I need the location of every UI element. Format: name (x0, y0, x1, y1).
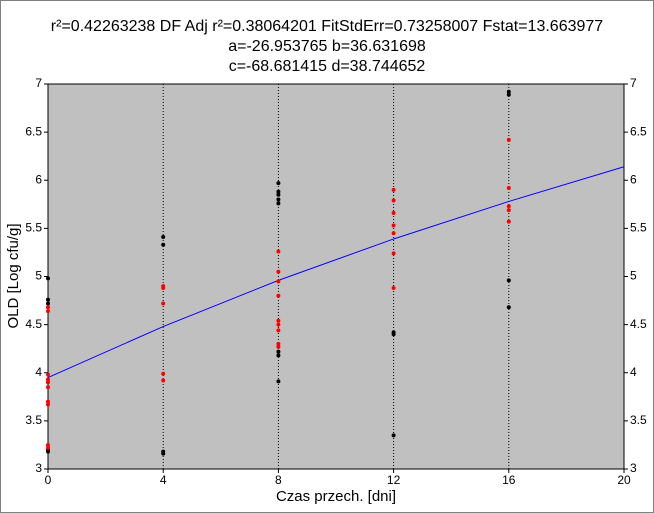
x-tick-label: 4 (160, 473, 167, 487)
point (276, 269, 281, 274)
x-axis-label: Czas przech. [dni] (276, 488, 396, 505)
plot-area (47, 83, 625, 470)
point (391, 231, 396, 236)
x-tick-label: 16 (502, 473, 516, 487)
y-tick-label: 4 (35, 365, 42, 379)
x-tick-label: 12 (387, 473, 401, 487)
y-tick-label: 3.5 (25, 413, 42, 427)
y-tick-label: 5 (35, 269, 42, 283)
point (276, 353, 281, 358)
point (276, 279, 281, 284)
point (506, 208, 511, 213)
point (276, 328, 281, 333)
point (161, 301, 166, 306)
point (46, 380, 50, 385)
title-line: r²=0.42263238 DF Adj r²=0.38064201 FitSt… (51, 18, 603, 35)
point (46, 445, 50, 450)
point (506, 305, 511, 310)
point (46, 449, 50, 454)
point (391, 198, 396, 203)
point (46, 301, 50, 306)
point (391, 433, 396, 438)
y-tick-label: 5.5 (25, 221, 42, 235)
point (276, 379, 281, 384)
y2-tick-label: 7 (630, 76, 637, 90)
point (161, 371, 166, 376)
y-tick-label: 4.5 (25, 317, 42, 331)
point (276, 181, 281, 186)
y2-tick-label: 3.5 (630, 413, 647, 427)
point (46, 276, 50, 281)
point (46, 399, 50, 404)
point (506, 219, 511, 224)
point (46, 385, 50, 390)
point (46, 297, 50, 302)
point (46, 402, 50, 407)
x-tick-label: 20 (617, 473, 631, 487)
y2-tick-label: 3 (630, 461, 637, 475)
point (506, 89, 511, 94)
x-tick-label: 8 (275, 473, 282, 487)
point (506, 92, 511, 97)
point (506, 278, 511, 283)
y-tick-label: 6.5 (25, 124, 42, 138)
fit-line (47, 166, 625, 379)
title-line: a=-26.953765 b=36.631698 (228, 38, 426, 55)
point (276, 318, 281, 323)
point (276, 341, 281, 346)
y-tick-label: 7 (35, 76, 42, 90)
point (46, 377, 50, 382)
point (46, 309, 50, 314)
point (276, 249, 281, 254)
y-tick-label: 3 (35, 461, 42, 475)
point (276, 349, 281, 354)
point (276, 192, 281, 197)
point (276, 293, 281, 298)
point (161, 378, 166, 383)
point (506, 137, 511, 142)
y2-tick-label: 6.5 (630, 124, 647, 138)
point (391, 210, 396, 215)
title-line: c=-68.681415 d=38.744652 (229, 58, 426, 75)
point (276, 197, 281, 202)
point (46, 305, 50, 310)
point (391, 223, 396, 228)
y-tick-label: 6 (35, 172, 42, 186)
y2-tick-label: 4 (630, 365, 637, 379)
y2-tick-label: 5.5 (630, 221, 647, 235)
point (161, 286, 166, 291)
y2-tick-label: 4.5 (630, 317, 647, 331)
point (391, 332, 396, 337)
point (46, 372, 50, 377)
x-tick-label: 0 (45, 473, 52, 487)
y2-tick-label: 6 (630, 172, 637, 186)
point (276, 344, 281, 349)
point (276, 201, 281, 206)
point (391, 286, 396, 291)
point (161, 242, 166, 247)
y-axis-label: OLD [Log cfu/g] (5, 223, 22, 328)
point (46, 442, 50, 447)
point (391, 187, 396, 192)
point (161, 451, 166, 456)
point (276, 322, 281, 327)
y2-tick-label: 5 (630, 269, 637, 283)
point (391, 251, 396, 256)
point (161, 235, 166, 240)
point (506, 204, 511, 209)
point (276, 189, 281, 194)
point (506, 185, 511, 190)
